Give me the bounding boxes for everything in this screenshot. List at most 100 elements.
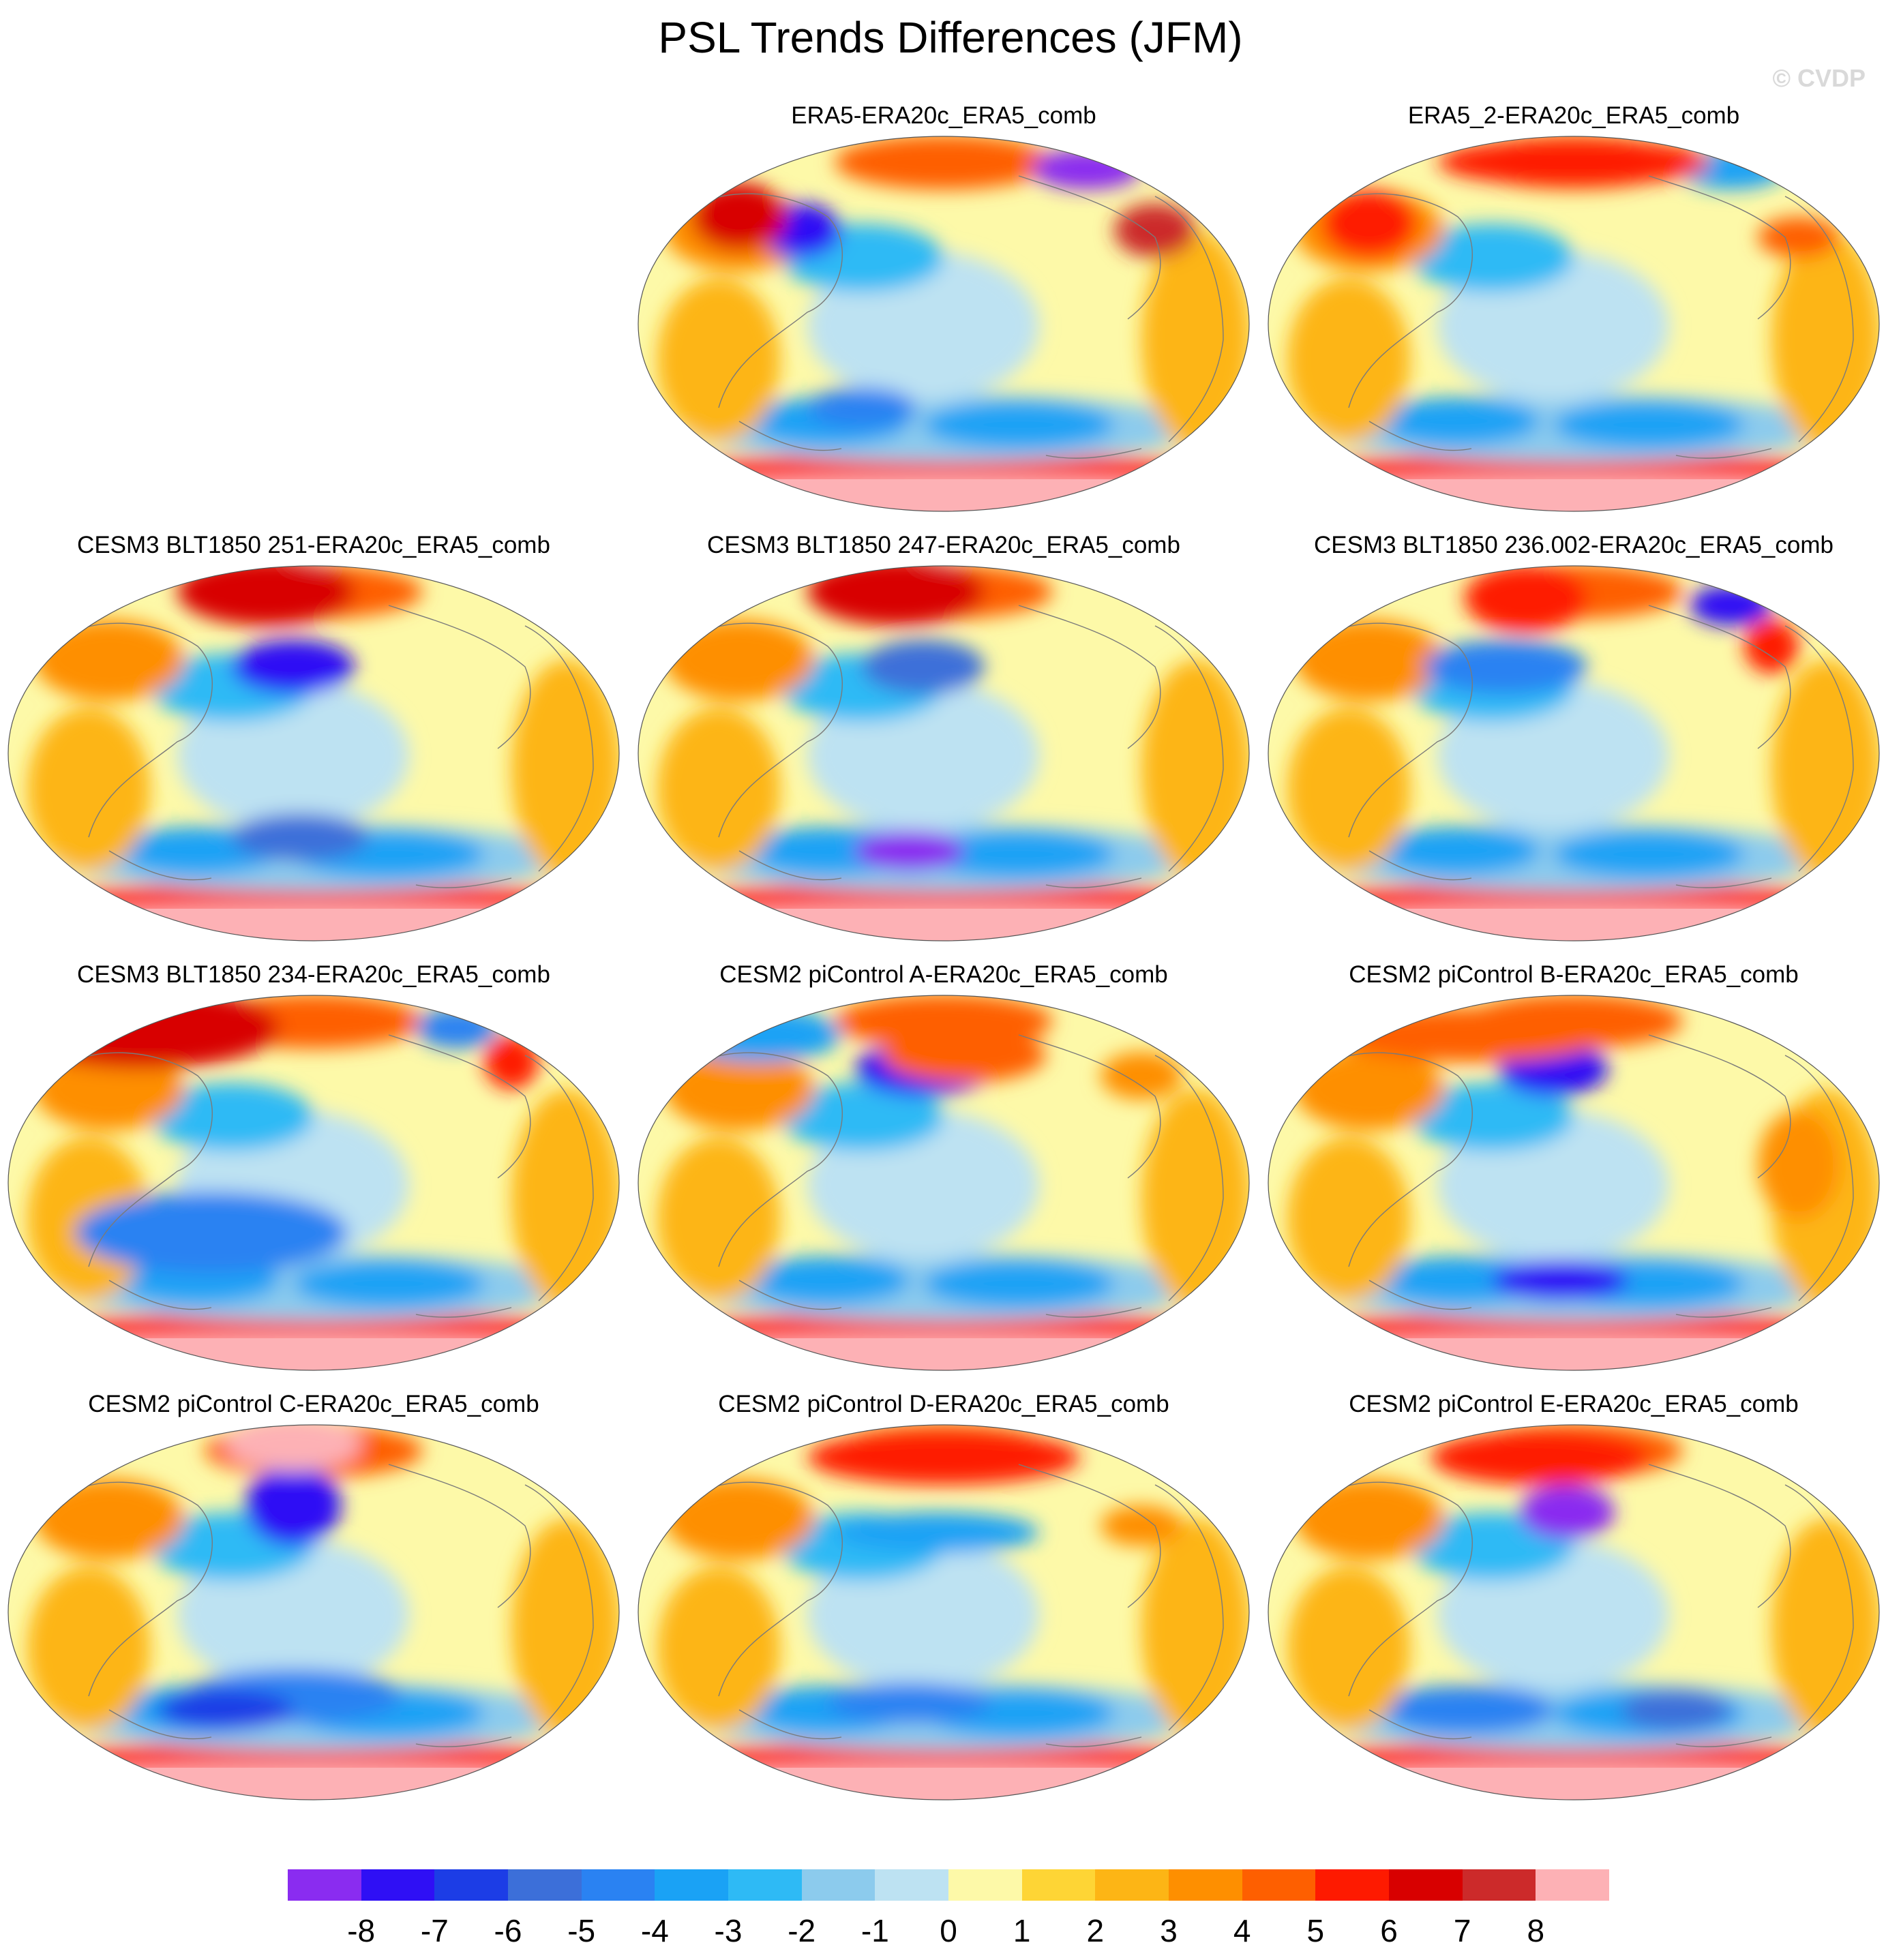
psl-trend-map	[8, 995, 620, 1371]
colorbar-swatch	[1169, 1869, 1242, 1901]
map-panel: CESM3 BLT1850 251-ERA20c_ERA5_comb	[0, 532, 627, 948]
contour-blob	[1294, 1049, 1444, 1130]
colorbar-swatch	[1095, 1869, 1169, 1901]
colorbar-swatch	[1021, 1869, 1096, 1901]
contour-blob	[1376, 827, 1540, 875]
contour-blob	[657, 708, 780, 871]
map-panel: CESM2 piControl E-ERA20c_ERA5_comb	[1260, 1391, 1887, 1807]
contour-blob	[1465, 566, 1587, 633]
contour-blob	[923, 830, 1114, 878]
coastline	[1307, 1464, 1854, 1747]
contour-blob	[1424, 639, 1587, 694]
contour-blob	[1287, 708, 1410, 871]
psl-trend-map	[8, 565, 620, 941]
contour-blob	[232, 639, 355, 694]
antarctica-region	[1268, 479, 1879, 511]
panel-title: CESM3 BLT1850 234-ERA20c_ERA5_comb	[77, 961, 550, 988]
colorbar-swatch	[801, 1869, 875, 1901]
contour-blob	[657, 278, 780, 442]
map-panel: CESM2 piControl B-ERA20c_ERA5_comb	[1260, 961, 1887, 1377]
contour-blob	[807, 387, 916, 428]
map-border	[1268, 136, 1880, 512]
contour-blob	[27, 1567, 150, 1730]
panel-title: CESM3 BLT1850 247-ERA20c_ERA5_comb	[707, 532, 1180, 558]
map-border	[8, 995, 620, 1371]
antarctica-region	[1268, 1768, 1879, 1800]
contour-blob	[657, 1137, 780, 1301]
map-panel: CESM2 piControl A-ERA20c_ERA5_comb	[630, 961, 1257, 1377]
coastline	[47, 605, 594, 888]
contour-blob	[1410, 224, 1574, 292]
map-panel: CESM3 BLT1850 234-ERA20c_ERA5_comb	[0, 961, 627, 1377]
contour-blob	[664, 1049, 814, 1130]
contour-blob	[27, 708, 150, 871]
coastline	[1307, 1034, 1854, 1318]
psl-trend-map	[1268, 565, 1880, 941]
panel-title: CESM2 piControl E-ERA20c_ERA5_comb	[1349, 1391, 1799, 1417]
contour-blob	[1287, 278, 1410, 442]
psl-trend-map	[638, 565, 1250, 941]
contour-blob	[1294, 619, 1444, 701]
map-border	[1268, 1424, 1880, 1800]
contour-blob	[1032, 149, 1141, 190]
psl-trend-map	[1268, 136, 1880, 512]
colorbar-tick-label: 5	[1306, 1913, 1325, 1948]
contour-blob	[1771, 230, 1879, 449]
contour-blob	[807, 1430, 1080, 1485]
psl-trend-map	[638, 1424, 1250, 1800]
antarctica-region	[638, 1768, 1249, 1800]
colorbar-swatch	[361, 1869, 435, 1901]
contour-blob	[157, 1689, 293, 1730]
contour-blob	[1114, 203, 1196, 258]
contour-blob	[1141, 660, 1249, 878]
contour-blob	[1101, 1052, 1182, 1100]
map-border	[638, 1424, 1250, 1800]
colorbar-swatch	[434, 1869, 509, 1901]
map-border	[8, 1424, 620, 1800]
contour-blob	[225, 1425, 361, 1471]
contour-blob	[511, 1519, 619, 1737]
contour-blob	[1390, 1686, 1553, 1734]
psl-trend-map	[1268, 995, 1880, 1371]
antarctica-region	[638, 909, 1249, 941]
contour-blob	[835, 136, 1053, 190]
contour-blob	[882, 1028, 1046, 1083]
colorbar	[288, 1869, 1610, 1901]
psl-trend-map	[1268, 1424, 1880, 1800]
colorbar-swatch	[581, 1869, 655, 1901]
contour-blob	[75, 1192, 348, 1273]
map-panel: CESM3 BLT1850 236.002-ERA20c_ERA5_comb	[1260, 532, 1887, 948]
colorbar-swatch	[875, 1869, 949, 1901]
contour-blob	[1287, 1567, 1410, 1730]
antarctica-region	[1268, 1338, 1879, 1370]
contour-blob	[1376, 1256, 1540, 1304]
contour-blob	[1141, 230, 1249, 449]
contour-blob	[34, 619, 184, 701]
contour-blob	[828, 1683, 991, 1723]
antarctica-region	[638, 1338, 1249, 1370]
contour-blob	[293, 1260, 484, 1308]
contour-blob	[1744, 619, 1799, 674]
panel-title: CESM3 BLT1850 251-ERA20c_ERA5_comb	[77, 532, 550, 558]
contour-blob	[1492, 1260, 1628, 1301]
panel-title: CESM2 piControl D-ERA20c_ERA5_comb	[718, 1391, 1169, 1417]
contour-blob	[1621, 1689, 1731, 1730]
figure-title: PSL Trends Differences (JFM)	[658, 13, 1243, 62]
colorbar-swatch	[1389, 1869, 1463, 1901]
colorbar-swatch	[1536, 1869, 1610, 1901]
colorbar-tick-label: 8	[1527, 1913, 1545, 1948]
contour-blob	[1553, 830, 1744, 878]
colorbar-swatch	[1242, 1869, 1316, 1901]
contour-blob	[34, 1049, 184, 1130]
panel-title: CESM3 BLT1850 236.002-ERA20c_ERA5_comb	[1313, 532, 1833, 558]
contour-blob	[1758, 217, 1840, 258]
coastline	[1307, 175, 1854, 459]
colorbar-tick-label: -2	[788, 1913, 816, 1948]
contour-blob	[1335, 1008, 1608, 1062]
psl-trend-map	[8, 1424, 620, 1800]
cvdp-watermark: © CVDP	[1772, 64, 1866, 92]
contour-blob	[1771, 1519, 1879, 1737]
contour-blob	[678, 1008, 841, 1062]
contour-blob	[1410, 1083, 1574, 1151]
map-panel: CESM3 BLT1850 247-ERA20c_ERA5_comb	[630, 532, 1257, 948]
